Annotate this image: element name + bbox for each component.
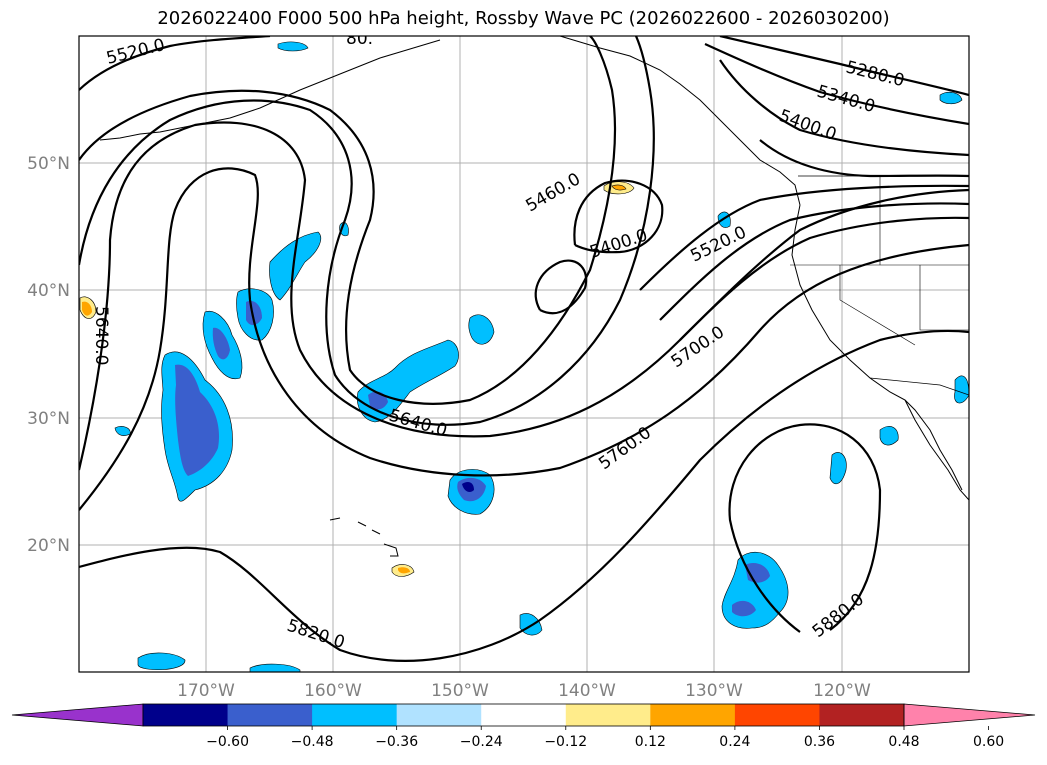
colorbar-tick-label: 0.24 bbox=[719, 734, 750, 750]
contour-5700 bbox=[79, 121, 969, 471]
coastline-aleutians bbox=[99, 39, 441, 141]
colorbar-swatch bbox=[143, 704, 229, 726]
contour-5520-e bbox=[639, 184, 969, 291]
colorbar-tick-label: −0.24 bbox=[460, 734, 503, 750]
colorbar-outline bbox=[142, 703, 905, 727]
anomaly-patch-e4 bbox=[939, 91, 963, 105]
anomaly-patch-positive-2-core bbox=[398, 567, 410, 574]
anomaly-patch-streak bbox=[269, 231, 322, 301]
contour-5640 bbox=[79, 36, 655, 426]
contour-5580 bbox=[79, 36, 617, 405]
contour-5280 bbox=[719, 36, 969, 97]
colorbar-swatch bbox=[565, 704, 651, 726]
contour-5460-low bbox=[534, 259, 588, 315]
contour-5520-nw bbox=[79, 36, 271, 91]
colorbar-tick-label: 0.60 bbox=[973, 734, 1004, 750]
anomaly-patch-positive-1-core bbox=[611, 184, 627, 191]
contour-5400-ne bbox=[719, 59, 969, 157]
lon-label-160: 160°W bbox=[304, 681, 362, 701]
graticule bbox=[79, 36, 969, 672]
contour-5400-low bbox=[573, 179, 664, 254]
contour-5880 bbox=[728, 423, 882, 633]
map-title: 2026022400 F000 500 hPa height, Rossby W… bbox=[157, 8, 890, 29]
lat-label-50: 50°N bbox=[27, 154, 70, 174]
contour-5580-e bbox=[659, 202, 969, 321]
anomaly-patch-e3 bbox=[954, 375, 969, 404]
colorbar-swatch bbox=[650, 704, 736, 726]
colorbar-tick-label: −0.36 bbox=[375, 734, 418, 750]
colorbar: −0.60 −0.48 −0.36 −0.24 −0.12 0.12 0.24 0.36 0.4… bbox=[11, 703, 1036, 750]
border-states bbox=[790, 176, 969, 346]
colorbar-swatch bbox=[227, 704, 313, 726]
contour-label-5640-w: 5640.0 bbox=[91, 306, 111, 365]
contour-5460-ne bbox=[759, 139, 969, 178]
anomaly-patch-c3-dark bbox=[462, 482, 474, 492]
colorbar-tick-label: −0.48 bbox=[291, 734, 334, 750]
lon-label-140: 140°W bbox=[558, 681, 616, 701]
anomaly-patch-mid1-core bbox=[212, 327, 230, 360]
colorbar-tick-label: 0.48 bbox=[888, 734, 919, 750]
anomaly-patch-bottom-left bbox=[137, 652, 186, 671]
lon-label-170: 170°W bbox=[177, 681, 235, 701]
anomaly-patch-positive-3-core bbox=[82, 301, 92, 316]
colorbar-tick-label: 0.36 bbox=[804, 734, 835, 750]
colorbar-tick-label: −0.12 bbox=[544, 734, 587, 750]
height-contours bbox=[79, 36, 969, 662]
contour-label-5580-top: 80. bbox=[346, 29, 373, 49]
latitude-labels: 50°N 40°N 30°N 20°N bbox=[27, 154, 70, 556]
contour-5820 bbox=[79, 329, 969, 662]
contour-5340 bbox=[704, 42, 969, 126]
lon-label-120: 120°W bbox=[813, 681, 871, 701]
anomaly-patch-top bbox=[277, 41, 309, 52]
lon-label-130: 130°W bbox=[685, 681, 743, 701]
longitude-labels: 170°W 160°W 150°W 140°W 130°W 120°W bbox=[177, 681, 871, 701]
colorbar-extend-low bbox=[11, 703, 144, 727]
colorbar-swatch bbox=[819, 704, 905, 726]
coastline-hawaii bbox=[329, 517, 399, 557]
anomaly-patch-se-core bbox=[732, 563, 770, 617]
map-frame bbox=[78, 35, 970, 673]
anomaly-patch-e1 bbox=[829, 452, 847, 485]
lat-label-40: 40°N bbox=[27, 281, 70, 301]
colorbar-swatch bbox=[312, 704, 398, 726]
anomaly-patch-west-core bbox=[175, 364, 220, 476]
lat-label-20: 20°N bbox=[27, 536, 70, 556]
contour-5760 bbox=[79, 167, 969, 511]
border-us-mexico bbox=[869, 377, 969, 396]
anomaly-fills bbox=[79, 41, 969, 672]
lon-label-150: 150°W bbox=[431, 681, 489, 701]
colorbar-tick-label: −0.60 bbox=[206, 734, 249, 750]
contour-5640-e bbox=[679, 216, 969, 341]
coastline-alaska bbox=[559, 36, 801, 206]
colorbar-tick-label: 0.12 bbox=[635, 734, 666, 750]
colorbar-swatch bbox=[396, 704, 482, 726]
anomaly-patch-c2 bbox=[468, 314, 495, 345]
colorbar-swatch bbox=[481, 704, 567, 726]
colorbar-swatch bbox=[734, 704, 820, 726]
lat-label-30: 30°N bbox=[27, 409, 70, 429]
coastline-baja bbox=[904, 399, 963, 491]
anomaly-patch-e2 bbox=[879, 426, 899, 446]
colorbar-extend-high bbox=[903, 703, 1036, 727]
